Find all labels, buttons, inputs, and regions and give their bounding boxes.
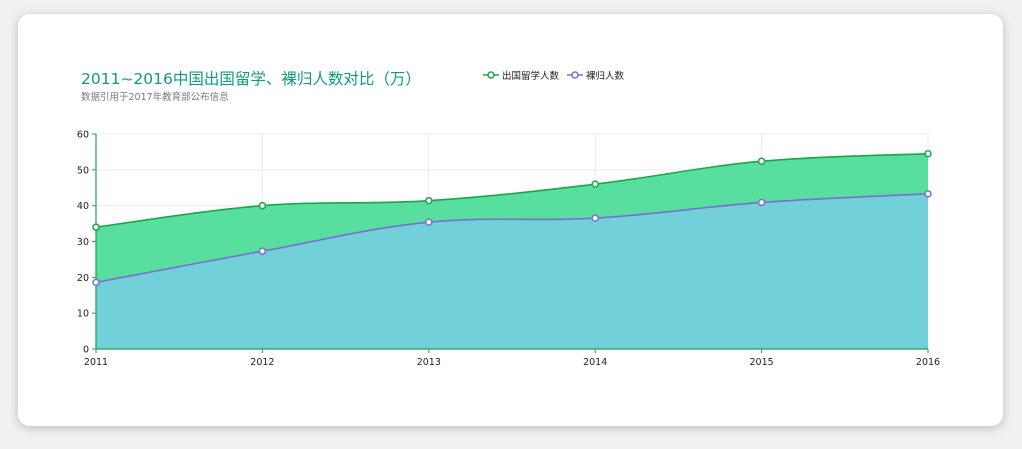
series-area-1 — [96, 193, 928, 349]
legend-label: 裸归人数 — [586, 71, 625, 82]
y-tick-label: 10 — [77, 309, 89, 320]
data-point — [258, 247, 267, 255]
data-point — [425, 218, 433, 226]
y-tick-label: 30 — [77, 237, 89, 248]
legend-label: 出国留学人数 — [502, 71, 560, 82]
x-tick-label: 2011 — [84, 357, 108, 368]
data-point — [924, 149, 932, 158]
y-tick-label: 50 — [77, 165, 89, 176]
legend-item-study-abroad[interactable]: 出国留学人数 — [483, 68, 559, 82]
y-tick-label: 20 — [77, 273, 89, 284]
data-point — [757, 198, 766, 207]
data-point — [92, 278, 100, 287]
data-point — [591, 214, 599, 222]
data-point — [924, 190, 932, 198]
x-tick-label: 2015 — [750, 357, 774, 368]
y-tick-label: 40 — [77, 201, 89, 212]
tick-labels: 0 10 20 30 40 50 60 2011 2012 2013 2014 2015 2016 — [77, 130, 940, 369]
series-lines — [95, 152, 929, 284]
legend-marker-icon — [567, 71, 584, 79]
data-point — [258, 201, 267, 210]
legend-item-returnees[interactable]: 裸归人数 — [567, 68, 624, 82]
y-tick-label: 60 — [77, 130, 89, 141]
legend-marker-icon — [483, 71, 499, 79]
x-tick-label: 2013 — [417, 357, 441, 368]
legend: 出国留学人数 裸归人数 — [483, 68, 632, 82]
y-tick-label: 0 — [83, 345, 89, 356]
data-point — [425, 196, 433, 205]
chart-subtitle: 数据引用于2017年教育部公布信息 — [81, 92, 229, 103]
series-areas — [96, 153, 928, 349]
series-line-1 — [95, 193, 929, 284]
data-points — [92, 149, 932, 287]
chart-title: 2011~2016中国出国留学、裸归人数对比（万） — [81, 70, 421, 88]
data-point — [92, 223, 100, 231]
x-tick-label: 2012 — [250, 357, 274, 368]
x-tick-label: 2016 — [916, 357, 940, 368]
x-tick-label: 2014 — [583, 357, 607, 368]
data-point — [591, 180, 599, 188]
data-point — [757, 157, 766, 165]
series-line-0 — [95, 152, 929, 228]
axes — [92, 133, 929, 353]
